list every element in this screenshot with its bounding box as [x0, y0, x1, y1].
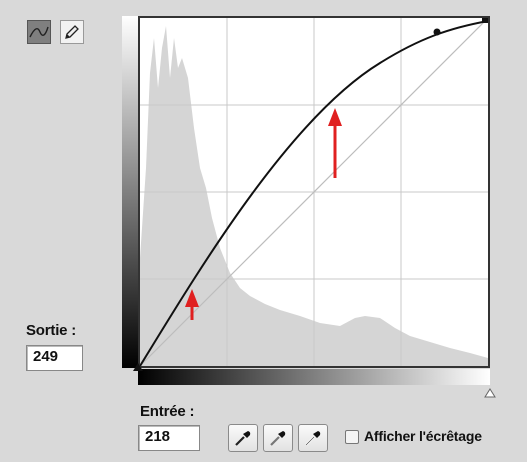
black-eyedropper-button[interactable]: [228, 424, 258, 452]
gray-eyedropper-button[interactable]: [263, 424, 293, 452]
curve-control-point[interactable]: [433, 28, 441, 36]
red-arrow-lower: [185, 289, 199, 320]
output-gradient-bar: [122, 16, 138, 368]
pencil-icon: [65, 25, 79, 39]
clipping-label[interactable]: Afficher l'écrêtage: [364, 428, 482, 444]
white-eyedropper-button[interactable]: [298, 424, 328, 452]
output-value-field[interactable]: 249: [26, 345, 83, 371]
tone-curve[interactable]: [140, 20, 488, 366]
white-point-slider[interactable]: [484, 388, 496, 398]
baseline-diagonal: [140, 18, 488, 366]
red-arrow-upper: [328, 108, 342, 178]
input-label: Entrée :: [140, 403, 195, 420]
gray-eyedropper-icon: [270, 431, 286, 446]
curve-graph[interactable]: [138, 16, 490, 368]
black-point-slider[interactable]: [132, 362, 144, 372]
white-eyedropper-icon: [305, 431, 321, 446]
black-eyedropper-icon: [235, 431, 251, 446]
curve-icon: [29, 26, 49, 38]
output-label: Sortie :: [26, 322, 77, 339]
input-gradient-bar: [138, 369, 490, 385]
pencil-mode-button[interactable]: [60, 20, 84, 44]
curve-endpoint[interactable]: [482, 18, 488, 23]
clipping-checkbox[interactable]: [345, 430, 359, 444]
grid-lines: [140, 18, 488, 366]
input-value-field[interactable]: 218: [138, 425, 200, 451]
curve-mode-button[interactable]: [27, 20, 51, 44]
